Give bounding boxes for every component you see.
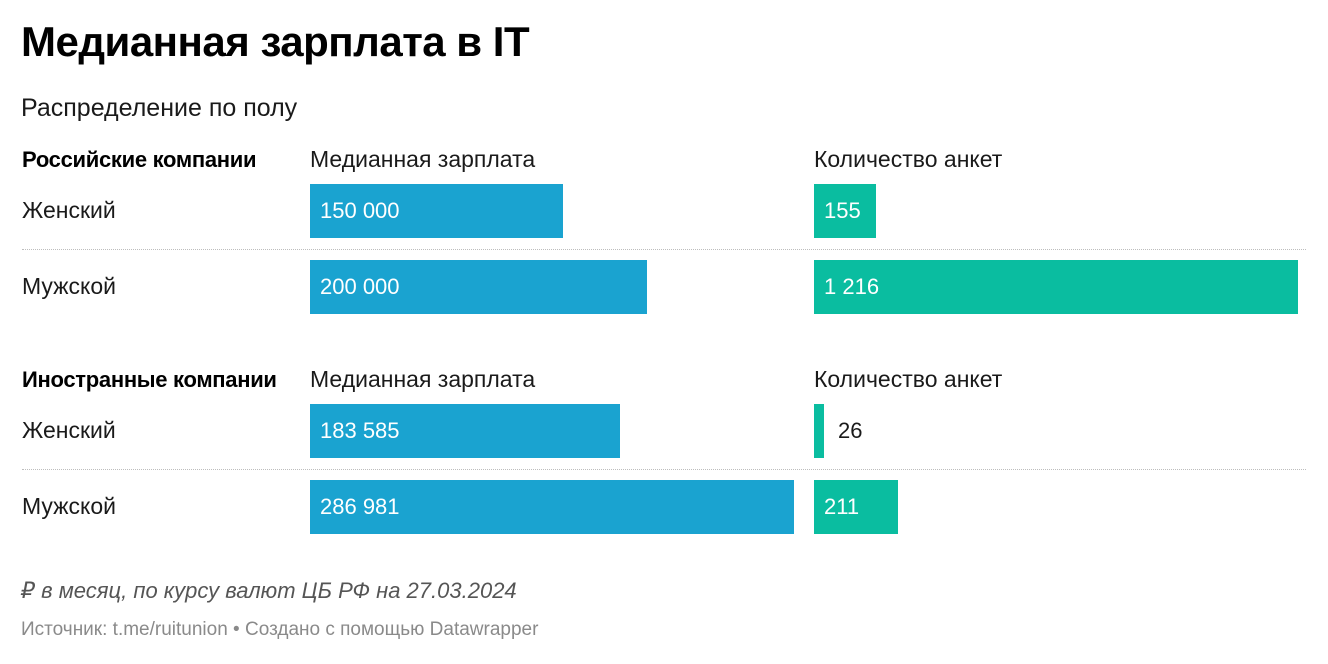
count-value-label: 211	[824, 480, 859, 534]
count-value-label: 1 216	[824, 260, 879, 314]
count-value-label: 155	[824, 184, 861, 238]
salary-value-label: 286 981	[320, 480, 400, 534]
row-label-male: Мужской	[22, 493, 116, 520]
row-label-male: Мужской	[22, 273, 116, 300]
column-header-count: Количество анкет	[814, 366, 1002, 393]
count-bar	[814, 260, 1298, 314]
group-header: Российские компании	[22, 147, 256, 173]
group-header: Иностранные компании	[22, 367, 277, 393]
chart-source: Источник: t.me/ruitunion • Создано с пом…	[21, 619, 538, 641]
count-bar	[814, 404, 824, 458]
chart-title: Медианная зарплата в IT	[21, 18, 529, 66]
salary-value-label: 150 000	[320, 184, 400, 238]
salary-value-label: 183 585	[320, 404, 400, 458]
column-header-count: Количество анкет	[814, 146, 1002, 173]
row-divider	[22, 249, 1306, 250]
row-divider	[22, 469, 1306, 470]
row-label-female: Женский	[22, 417, 116, 444]
chart-subtitle: Распределение по полу	[21, 94, 297, 123]
chart-note: ₽ в месяц, по курсу валют ЦБ РФ на 27.03…	[21, 578, 517, 604]
column-header-salary: Медианная зарплата	[310, 366, 535, 393]
row-label-female: Женский	[22, 197, 116, 224]
column-header-salary: Медианная зарплата	[310, 146, 535, 173]
count-value-label: 26	[838, 404, 862, 458]
salary-value-label: 200 000	[320, 260, 400, 314]
